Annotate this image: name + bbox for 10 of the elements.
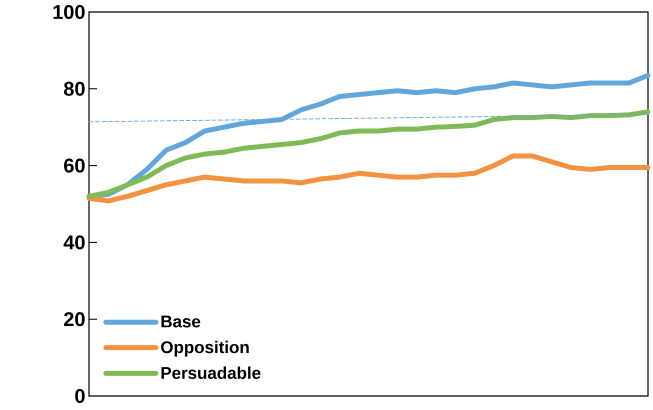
y-tick-label: 100 — [53, 4, 85, 20]
y-tick-label: 60 — [64, 158, 85, 173]
y-tick-label: 20 — [64, 312, 85, 326]
legend-label: Persuadable — [161, 366, 260, 379]
legend-label: Opposition — [161, 340, 249, 357]
y-tick-label: 80 — [64, 82, 85, 96]
line-series — [86, 109, 650, 199]
y-tick-label: 0 — [75, 388, 85, 404]
legend-label: Base — [161, 316, 200, 328]
y-tick-label: 40 — [64, 235, 85, 250]
